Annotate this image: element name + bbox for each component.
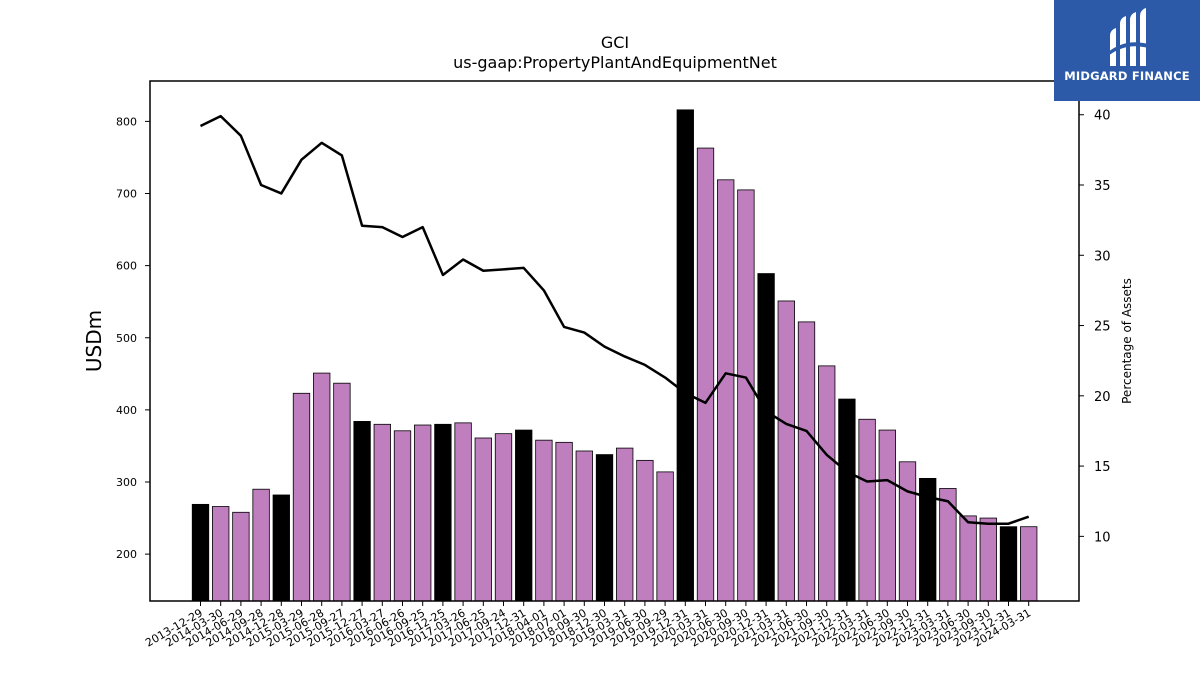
y-tick-label: 800 xyxy=(116,115,137,128)
bar-2020-06-30 xyxy=(717,179,735,602)
bar-2021-09-30 xyxy=(818,365,836,602)
bar-2023-09-30 xyxy=(979,517,997,602)
bar-2017-06-25 xyxy=(474,437,492,602)
right-axis: 10 15 20 25 30 35 40 xyxy=(1079,109,1111,545)
y2-axis-label: Percentage of Assets xyxy=(1120,278,1134,404)
bar-2018-09-30 xyxy=(575,450,593,602)
bar-2023-06-30 xyxy=(959,515,977,602)
bar-2022-09-30 xyxy=(898,461,917,602)
y2-tick-label: 30 xyxy=(1094,249,1111,264)
bar-2021-12-31 xyxy=(838,398,856,602)
midgard-finance-logo: MIDGARD FINANCE xyxy=(1054,0,1200,101)
y2-tick-label: 25 xyxy=(1094,320,1111,335)
bar-2018-12-30 xyxy=(595,454,614,602)
y2-tick-label: 35 xyxy=(1094,179,1111,194)
chart-title: GCI xyxy=(601,33,629,52)
y-tick-label: 200 xyxy=(116,548,137,561)
bar-2021-03-31 xyxy=(777,300,795,602)
chart-subtitle: us-gaap:PropertyPlantAndEquipmentNet xyxy=(453,53,777,72)
bar-2019-12-31 xyxy=(676,109,694,602)
bar-2020-12-31 xyxy=(757,273,775,602)
y2-tick-label: 40 xyxy=(1094,109,1111,124)
logo-text: MIDGARD FINANCE xyxy=(1064,69,1190,83)
bar-2014-09-28 xyxy=(252,488,270,602)
bar-2021-06-30 xyxy=(797,321,816,602)
bar-2017-12-31 xyxy=(515,429,533,602)
y-tick-label: 500 xyxy=(116,332,137,345)
line-series xyxy=(199,114,1030,525)
bar-2016-12-25 xyxy=(434,423,452,602)
bar-2015-09-27 xyxy=(333,382,351,602)
y2-tick-label: 15 xyxy=(1094,460,1111,475)
bar-2014-06-29 xyxy=(232,511,250,602)
bar-2013-12-29 xyxy=(191,503,210,602)
bar-2020-09-30 xyxy=(737,189,755,602)
bar-2015-06-28 xyxy=(313,372,331,602)
y-tick-label: 400 xyxy=(116,404,137,417)
percentage-line xyxy=(199,114,1030,525)
bar-2016-06-26 xyxy=(393,430,412,602)
y-tick-label: 700 xyxy=(116,188,137,201)
bar-2018-04-01 xyxy=(535,439,553,602)
bar-2020-03-31 xyxy=(696,147,715,602)
bar-2024-03-31 xyxy=(1020,526,1038,602)
bar-2017-03-26 xyxy=(454,422,472,602)
bar-2019-06-30 xyxy=(636,459,654,602)
bar-2023-12-31 xyxy=(999,526,1018,602)
bar-2014-03-30 xyxy=(212,506,230,602)
left-axis: 200 300 400 500 600 700 800 xyxy=(116,115,150,561)
bar-2017-09-24 xyxy=(494,433,513,602)
y-axis-label: USDm xyxy=(82,310,106,372)
bar-2019-03-31 xyxy=(616,447,634,602)
bar-2022-03-31 xyxy=(858,418,876,602)
bar-2023-03-31 xyxy=(939,488,957,602)
logo-mark-icon xyxy=(1108,8,1148,66)
y-tick-label: 300 xyxy=(116,476,137,489)
bar-2015-12-27 xyxy=(353,421,371,602)
bar-2018-07-01 xyxy=(555,441,573,602)
bar-2014-12-28 xyxy=(272,494,290,602)
bar-series xyxy=(191,109,1038,602)
plot-area-frame xyxy=(149,80,1080,602)
bar-2016-09-25 xyxy=(414,424,432,602)
bar-2015-03-29 xyxy=(292,392,311,602)
y-tick-label: 600 xyxy=(116,260,137,273)
y2-tick-label: 10 xyxy=(1094,530,1111,545)
y2-tick-label: 20 xyxy=(1094,390,1111,405)
bar-2019-09-29 xyxy=(656,471,674,602)
bar-2022-06-30 xyxy=(878,429,896,602)
bar-2016-03-27 xyxy=(373,423,391,602)
x-axis: 2013-12-292014-03-302014-06-292014-09-28… xyxy=(143,601,1033,650)
